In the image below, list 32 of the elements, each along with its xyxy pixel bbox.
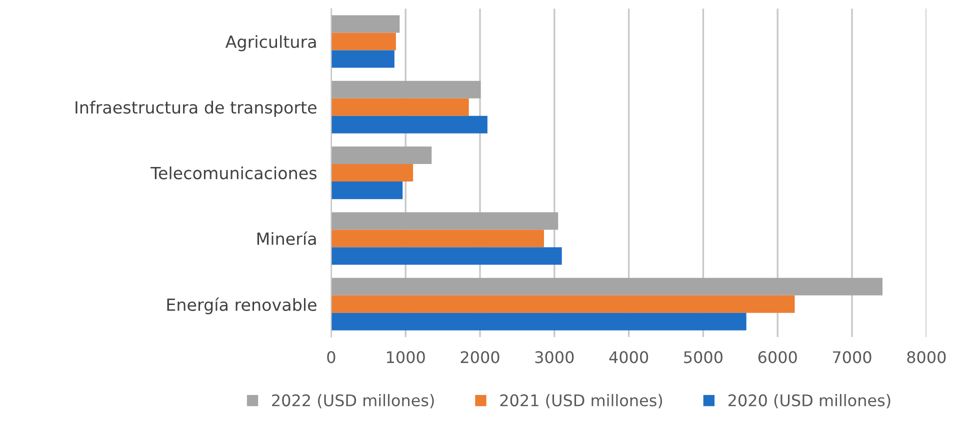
- bar: [331, 312, 746, 330]
- bar: [331, 32, 396, 50]
- bar: [331, 164, 414, 182]
- bar: [331, 146, 432, 164]
- bar: [331, 212, 558, 230]
- x-tick-label: 6000: [758, 351, 797, 364]
- bar: [331, 80, 481, 98]
- legend-label: 2020 (USD millones): [728, 394, 890, 408]
- x-tick-label: 8000: [907, 351, 946, 364]
- bar: [331, 278, 883, 296]
- bar: [331, 15, 400, 33]
- x-tick-label: 5000: [684, 351, 722, 364]
- bar: [331, 182, 403, 200]
- x-tick-label: 7000: [832, 351, 872, 364]
- bar: [331, 247, 562, 265]
- y-tick-label: Energía renovable: [167, 297, 316, 314]
- y-tick-label: Agricultura: [225, 35, 316, 52]
- x-tick-label: 4000: [609, 351, 648, 364]
- bar: [331, 98, 469, 116]
- y-tick-label: Minería: [257, 231, 316, 246]
- legend-label: 2021 (USD millones): [500, 394, 662, 408]
- bar: [331, 50, 394, 68]
- legend-label: 2022 (USD millones): [272, 394, 434, 408]
- x-tick-label: 1000: [387, 351, 425, 364]
- y-tick-label: Infraestructura de transporte: [76, 100, 316, 117]
- x-tick-label: 2000: [460, 351, 500, 364]
- x-tick-label: 3000: [535, 351, 574, 364]
- bar: [331, 295, 795, 313]
- x-tick-label: 0: [327, 351, 336, 364]
- bar: [331, 116, 488, 134]
- bar: [331, 230, 544, 248]
- y-tick-label: Telecomunicaciones: [150, 166, 316, 180]
